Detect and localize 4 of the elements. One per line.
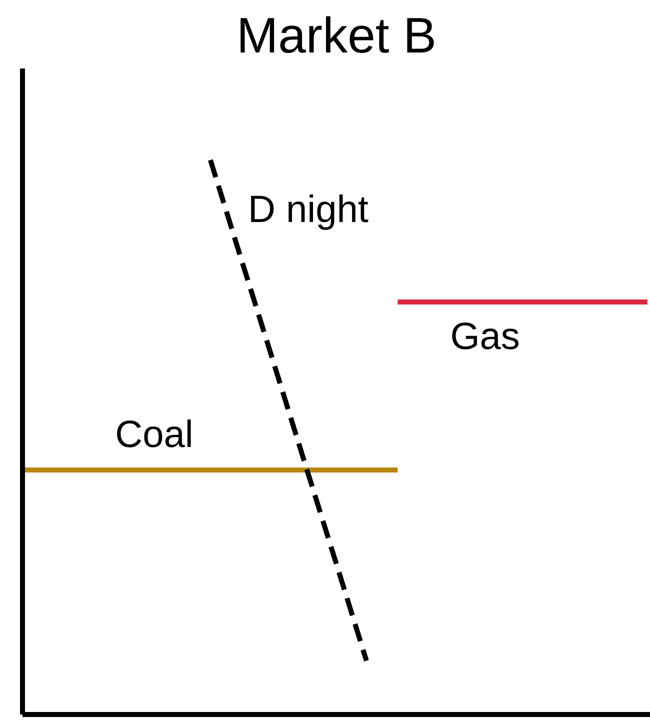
series-label: Coal	[115, 414, 194, 456]
chart-title: Market B	[236, 8, 437, 64]
series-label: Gas	[450, 316, 520, 358]
series-label: D night	[248, 189, 369, 232]
